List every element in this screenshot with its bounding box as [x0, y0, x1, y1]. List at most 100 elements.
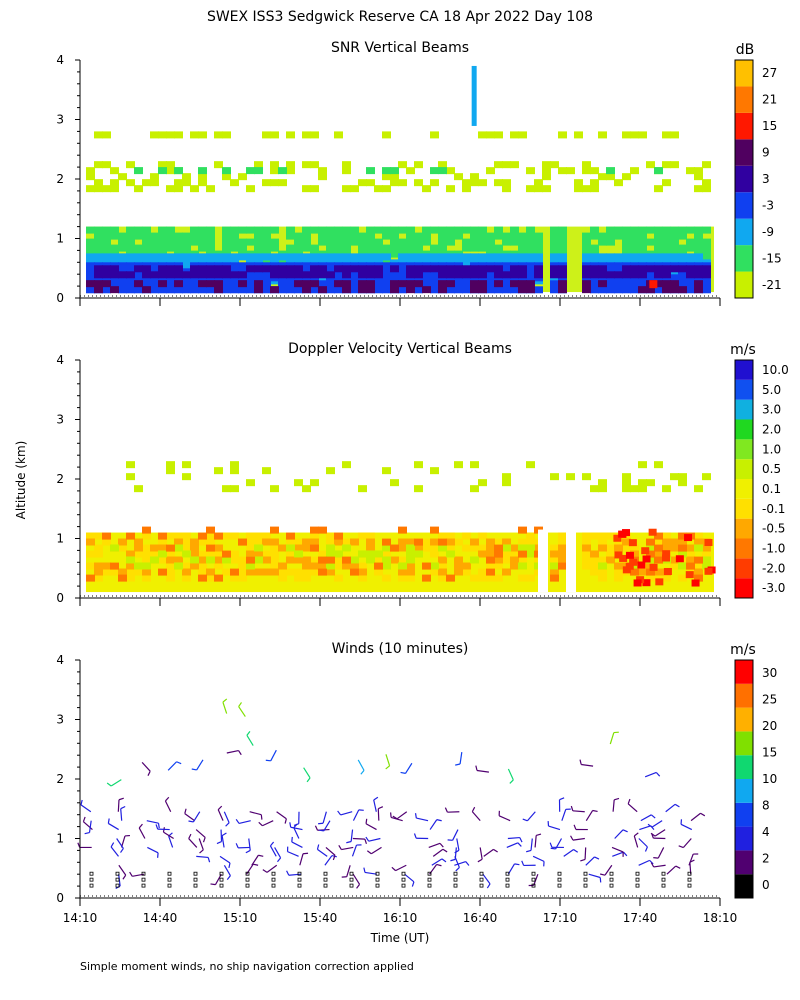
snr-surface-cell: [670, 286, 679, 294]
doppler-boundary-layer-cell: [230, 556, 239, 564]
wind-barb: [471, 811, 481, 822]
snr-boundary-layer-cell: [486, 244, 495, 252]
wind-missing-marker: [297, 871, 302, 876]
snr-surface-cell: [518, 280, 527, 288]
snr-boundary-layer-cell: [190, 226, 199, 234]
doppler-boundary-layer-cell: [662, 532, 671, 540]
snr-boundary-layer-cell: [134, 232, 143, 240]
snr-surface-cell: [478, 280, 487, 288]
wind-missing-marker: [193, 871, 198, 876]
doppler-boundary-layer-cell: [86, 532, 95, 540]
wind-barb: [324, 855, 333, 866]
doppler-boundary-layer-cell: [222, 556, 231, 564]
snr-surface-cell: [630, 280, 639, 288]
doppler-downdraft-cell: [655, 578, 664, 586]
snr-surface-cell: [182, 280, 191, 288]
snr-elevated-layer-cell: [550, 161, 559, 169]
doppler-elevated-layer-cell: [662, 485, 671, 493]
winds-colorbar-frame: [734, 659, 754, 899]
snr-surface-cell: [206, 286, 215, 294]
doppler-boundary-layer-cell: [166, 574, 175, 582]
wind-barb-feather: [517, 842, 522, 847]
doppler-elevated-layer-cell: [622, 485, 631, 493]
snr-boundary-layer-cell: [550, 238, 559, 246]
snr-boundary-layer-cell: [662, 244, 671, 252]
wind-barb-feather: [356, 884, 361, 889]
wind-missing-marker: [271, 883, 276, 888]
snr-boundary-layer-cell: [230, 232, 239, 240]
wind-barb-feather: [286, 870, 290, 876]
doppler-boundary-layer-cell: [358, 562, 367, 570]
snr-boundary-layer-cell: [438, 226, 447, 234]
wind-barb: [657, 847, 665, 859]
doppler-boundary-layer-cell: [174, 538, 183, 546]
doppler-boundary-layer-cell: [502, 556, 511, 564]
y-tick-label: 0: [56, 591, 64, 605]
wind-barb-feather: [228, 862, 231, 869]
snr-surface-cell: [214, 286, 223, 294]
snr-surface-cell: [318, 280, 327, 288]
wind-barb: [479, 847, 483, 860]
snr-elevated-layer-cell: [150, 173, 159, 181]
doppler-elevated-layer-cell: [470, 461, 479, 469]
wind-missing-marker: [167, 877, 172, 882]
snr-elevated-layer-cell: [654, 167, 663, 175]
snr-surface-cell: [526, 280, 535, 288]
doppler-elevated-layer-cell: [670, 473, 679, 481]
wind-barb-feather: [258, 821, 263, 827]
snr-boundary-layer-cell: [630, 226, 639, 234]
wind-barb: [482, 873, 491, 885]
snr-boundary-layer-cell: [86, 244, 95, 252]
snr-elevated-layer-cell: [390, 179, 399, 187]
doppler-boundary-layer-cell: [270, 562, 279, 570]
wind-missing-marker: [427, 877, 432, 882]
wind-barb: [274, 847, 282, 859]
doppler-boundary-layer-cell: [398, 556, 407, 564]
doppler-boundary-layer-cell: [142, 526, 151, 534]
snr-elevated-layer-cell: [478, 179, 487, 187]
wind-barb: [196, 759, 204, 771]
doppler-boundary-layer-cell: [494, 556, 503, 564]
snr-boundary-layer-cell: [206, 244, 215, 252]
wind-missing-marker: [557, 883, 562, 888]
snr-surface-cell: [398, 280, 407, 288]
wind-barb: [238, 820, 251, 825]
snr-boundary-layer-cell: [134, 253, 143, 261]
snr-boundary-layer-cell: [230, 253, 239, 261]
doppler-boundary-layer-cell: [86, 562, 95, 570]
snr-boundary-layer-cell: [102, 238, 111, 246]
wind-missing-marker: [323, 877, 328, 882]
snr-surface-cell: [198, 265, 207, 273]
snr-surface-cell: [454, 280, 463, 288]
snr-surface-cell: [686, 271, 695, 279]
wind-barb-feather: [363, 867, 366, 873]
doppler-boundary-layer-cell: [430, 568, 439, 576]
doppler-elevated-layer-cell: [166, 467, 175, 475]
snr-surface-cell: [406, 280, 415, 288]
wind-missing-marker: [453, 883, 458, 888]
snr-surface-cell: [94, 286, 103, 294]
wind-barb-feather: [436, 819, 442, 822]
snr-surface-cell: [502, 262, 511, 270]
wind-missing-marker: [687, 871, 692, 876]
doppler-boundary-layer-cell: [230, 532, 239, 540]
snr-upper-layer-cell: [494, 131, 503, 139]
snr-surface-cell: [494, 265, 503, 273]
doppler-boundary-layer-cell: [150, 544, 159, 552]
snr-elevated-layer-cell: [310, 185, 319, 193]
snr-boundary-layer-cell: [286, 244, 295, 252]
snr-boundary-layer-cell: [470, 244, 479, 252]
snr-surface-cell: [142, 265, 151, 273]
snr-surface-cell: [342, 271, 351, 279]
snr-surface-cell: [118, 271, 127, 279]
doppler-boundary-layer-cell: [254, 532, 263, 540]
doppler-boundary-layer-cell: [622, 538, 631, 546]
doppler-boundary-layer-cell: [398, 574, 407, 582]
wind-barb: [141, 761, 151, 772]
snr-boundary-layer-cell: [142, 238, 151, 246]
doppler-boundary-layer-cell: [382, 574, 391, 582]
doppler-colorbar-swatch: [735, 518, 753, 539]
snr-surface-cell: [366, 271, 375, 279]
snr-surface-cell: [198, 280, 207, 288]
